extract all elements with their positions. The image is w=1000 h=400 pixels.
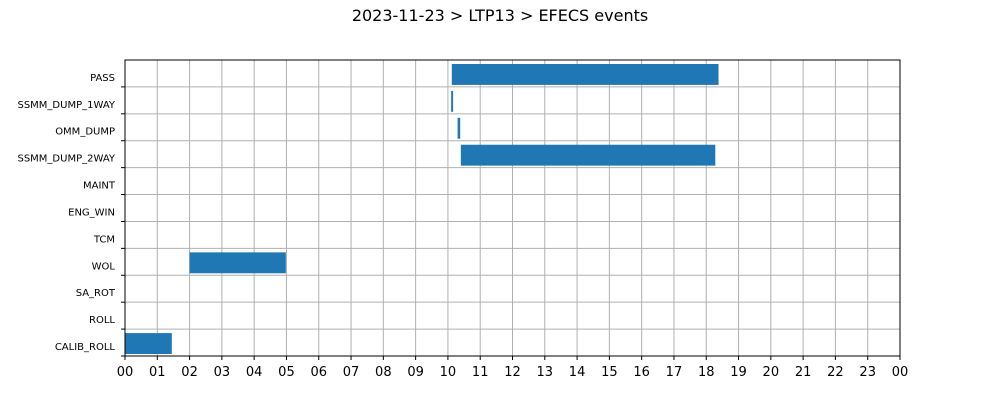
x-tick-label: 01 [149,365,166,380]
x-tick-label: 20 [763,365,780,380]
x-tick-label: 15 [601,365,618,380]
x-tick-label: 14 [569,365,586,380]
bar-calib-roll [125,333,172,354]
y-tick-label-eng-win: ENG_WIN [68,207,115,218]
x-tick-label: 00 [892,365,909,380]
x-tick-label: 05 [278,365,295,380]
x-tick-label: 03 [214,365,231,380]
y-tick-label-ssmm-dump-2way: SSMM_DUMP_2WAY [17,154,115,165]
x-tick-label: 13 [537,365,554,380]
y-tick-label-sa-rot: SA_ROT [76,288,116,299]
x-tick-label: 21 [795,365,812,380]
y-tick-label-roll: ROLL [89,315,115,326]
y-tick-label-ssmm-dump-1way: SSMM_DUMP_1WAY [17,100,115,111]
x-tick-label: 11 [472,365,489,380]
bar-pass [451,64,719,85]
x-tick-label: 09 [407,365,424,380]
x-tick-label: 02 [181,365,198,380]
x-tick-label: 08 [375,365,392,380]
y-tick-label-calib-roll: CALIB_ROLL [55,342,116,353]
bar-ssmm-dump-2way [460,144,716,166]
x-tick-label: 07 [343,365,360,380]
bar-omm-dump [457,117,461,139]
y-tick-label-maint: MAINT [83,181,116,192]
y-tick-label-tcm: TCM [93,234,115,245]
bar-wol [189,252,286,274]
bar-ssmm-dump-1way [451,90,454,112]
y-axis: PASS SSMM_DUMP_1WAY OMM_DUMP SSMM_DUMP_2WAY… [17,73,125,357]
x-tick-label: 18 [698,365,715,380]
x-tick-label: 00 [117,365,134,380]
x-tick-label: 12 [504,365,521,380]
y-tick-label-wol: WOL [92,261,116,272]
x-axis: 00 01 02 03 04 05 06 07 08 09 10 11 12 13 14 15 16 17 18 19… [117,356,909,380]
grid-lines [124,60,901,357]
x-tick-label: 04 [246,365,263,380]
chart-title: 2023-11-23 > LTP13 > EFECS events [351,6,649,25]
x-tick-label: 06 [310,365,327,380]
y-tick-label-pass: PASS [90,73,115,84]
y-tick-label-omm-dump: OMM_DUMP [55,127,115,138]
x-tick-label: 17 [666,365,683,380]
x-tick-label: 10 [440,365,457,380]
x-tick-label: 22 [827,365,844,380]
x-tick-label: 23 [859,365,876,380]
x-tick-label: 16 [633,365,650,380]
event-bars [125,64,719,354]
x-tick-label: 19 [730,365,747,380]
